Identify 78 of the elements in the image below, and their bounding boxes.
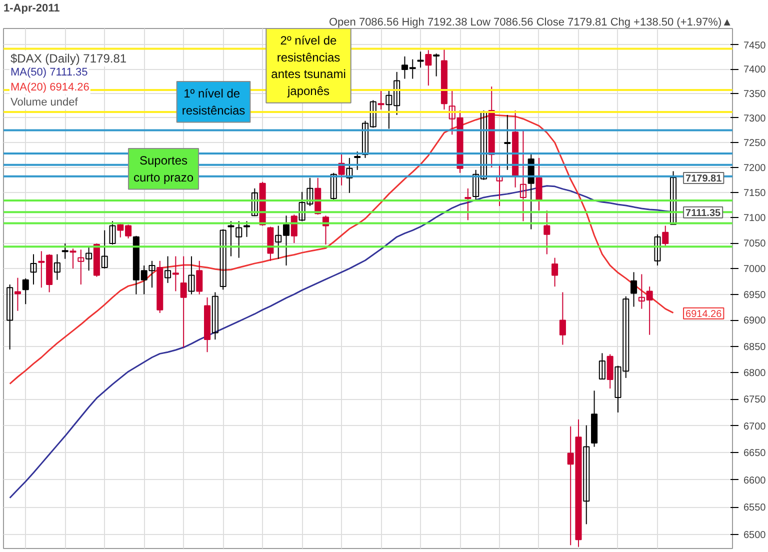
candlestick	[630, 272, 638, 308]
y-tick-label: 6800	[744, 368, 766, 380]
annotation: Volume undef	[10, 96, 79, 108]
y-tick-label: 6650	[744, 448, 766, 460]
candlestick	[354, 150, 361, 170]
y-tick-label: 7400	[744, 64, 766, 76]
y-tick-label: 6500	[744, 530, 766, 542]
candlestick	[109, 220, 116, 246]
candlestick	[583, 424, 590, 525]
annotation: 2º nível de resistências antes tsunami japonês	[271, 34, 346, 98]
candlestick	[464, 188, 472, 221]
y-tick-label: 7150	[744, 188, 766, 199]
candlestick	[101, 230, 108, 270]
y-tick-label: 6850	[744, 342, 766, 353]
candlestick	[220, 228, 226, 290]
candlestick	[520, 130, 526, 222]
text: 1-Apr-2011	[4, 2, 60, 14]
candlestick	[164, 256, 172, 284]
candlestick	[228, 220, 234, 257]
candlestick	[433, 53, 440, 77]
candlestick	[14, 277, 21, 312]
y-tick-label: 7350	[744, 88, 766, 100]
text: MA(50) 7111.35	[10, 66, 88, 78]
candlestick	[417, 51, 424, 68]
y-tick-label: 7000	[744, 264, 766, 276]
candlestick	[552, 257, 558, 288]
annotation: 7179.81	[686, 173, 722, 184]
candlestick	[504, 114, 511, 170]
candlestick	[62, 243, 68, 260]
candlestick	[78, 249, 84, 285]
candlestick	[330, 172, 337, 200]
candlestick	[188, 256, 195, 295]
candlestick	[290, 214, 298, 244]
annotation: $DAX (Daily) 7179.81	[10, 52, 127, 66]
y-tick-label: 6700	[744, 421, 766, 432]
annotation: 1º nível de resistências	[182, 86, 246, 118]
annotation: 7111.35	[686, 208, 722, 219]
candlestick	[6, 284, 14, 350]
candlestick	[212, 292, 218, 340]
candlestick	[180, 256, 187, 348]
candlestick	[346, 157, 353, 194]
y-tick-label: 7100	[744, 213, 766, 224]
candlestick	[598, 352, 606, 380]
y-tick-label: 7450	[744, 40, 766, 52]
candlestick	[670, 170, 677, 225]
candlestick	[236, 220, 242, 258]
text: MA(20) 6914.26	[10, 82, 90, 94]
y-tick-label: 6550	[744, 502, 766, 514]
candlestick	[544, 210, 550, 255]
candlestick	[559, 292, 566, 346]
candlestick	[244, 220, 250, 238]
candlestick	[654, 234, 661, 266]
candlestick	[172, 256, 179, 292]
y-tick-label: 7300	[744, 113, 766, 124]
candlestick	[251, 188, 258, 217]
candlestick	[54, 254, 60, 280]
y-tick-label: 6950	[744, 290, 766, 301]
text: Open 7086.56 High 7192.38 Low 7086.56 Close 7179.81 Chg +138.50 (+1.97%)▲	[328, 16, 733, 28]
candlestick	[536, 157, 542, 212]
candlestick	[606, 354, 614, 390]
y-tick-label: 7200	[744, 162, 766, 174]
candlestick	[378, 90, 384, 110]
candlestick	[662, 225, 669, 246]
annotation: Suportes curto prazo	[133, 154, 194, 184]
candlestick	[425, 50, 432, 86]
candlestick	[86, 246, 92, 272]
candlestick	[496, 164, 503, 207]
y-tick-label: 7250	[744, 138, 766, 150]
candlestick	[196, 260, 203, 295]
candlestick	[22, 278, 29, 305]
candlestick	[30, 254, 37, 285]
y-tick-label: 6900	[744, 316, 766, 327]
text: 6914.26	[686, 308, 722, 320]
y-tick-label: 7050	[744, 238, 766, 250]
y-tick-label: 6750	[744, 394, 766, 406]
y-tick-label: 6600	[744, 475, 766, 486]
line-series	[9, 114, 674, 385]
candlestick	[70, 248, 76, 270]
